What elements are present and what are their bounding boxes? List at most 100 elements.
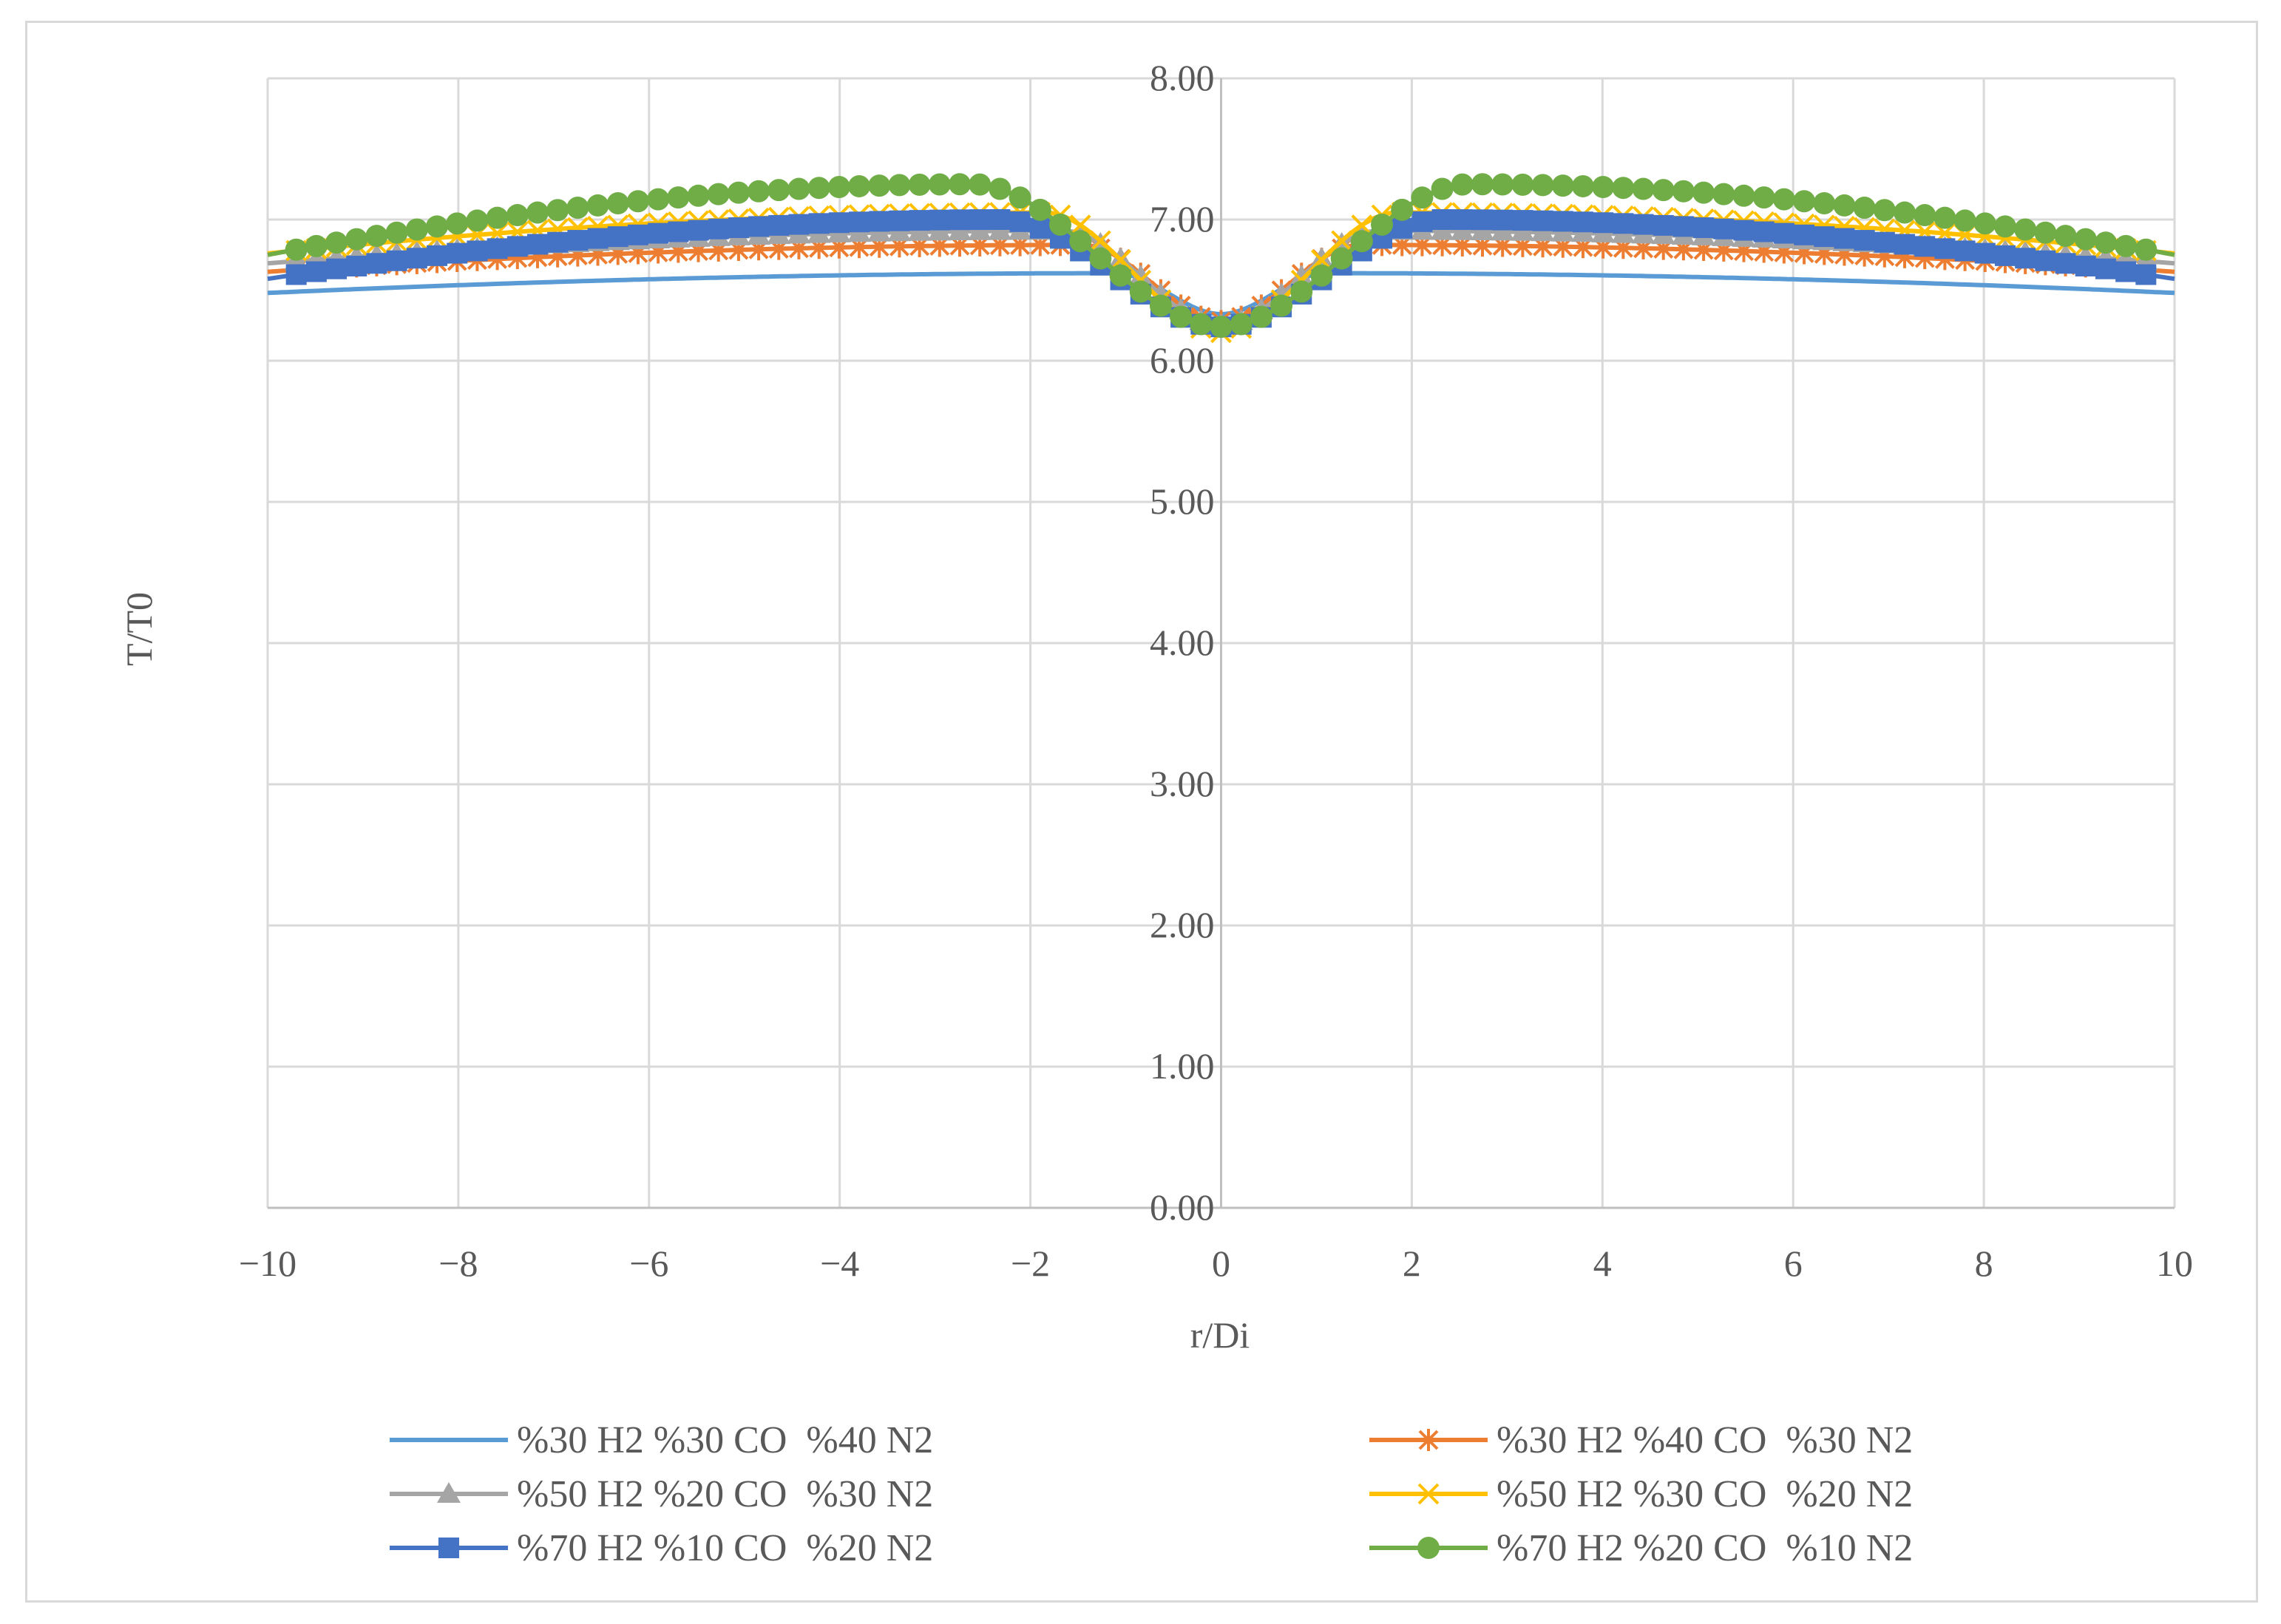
data-point (1953, 209, 1976, 232)
data-point (1592, 175, 1615, 198)
data-point (909, 210, 930, 231)
data-point (345, 228, 368, 251)
data-point (285, 264, 307, 285)
data-point (807, 177, 830, 200)
data-point (1773, 222, 1794, 244)
data-point (768, 214, 790, 236)
data-point (506, 204, 529, 227)
data-point (1491, 173, 1514, 196)
data-point (405, 218, 428, 241)
data-point (1693, 217, 1715, 238)
data-point (1934, 238, 1956, 259)
x-tick-label: −6 (629, 1243, 668, 1284)
data-point (1089, 247, 1112, 270)
data-point (1914, 236, 1936, 257)
data-point (1009, 186, 1031, 209)
data-point (1190, 313, 1213, 336)
data-point (1632, 177, 1655, 200)
data-point (1834, 228, 1855, 249)
data-point (687, 184, 710, 207)
data-point (868, 174, 891, 197)
data-point (827, 175, 850, 198)
data-point (385, 221, 408, 244)
y-tick-label: 7.00 (1150, 198, 1215, 239)
data-point (1874, 231, 1895, 253)
data-point (1028, 198, 1051, 221)
data-point (2115, 261, 2137, 282)
data-point (748, 216, 770, 237)
data-point (748, 180, 770, 203)
data-point (969, 173, 992, 196)
data-point (1311, 249, 1332, 271)
y-tick-label: 6.00 (1150, 339, 1215, 381)
data-point (989, 177, 1011, 200)
legend-label: %30 H2 %40 CO %30 N2 (1497, 1419, 1913, 1461)
data-point (667, 186, 690, 209)
data-point (305, 234, 328, 257)
data-point (1531, 174, 1554, 197)
data-point (446, 212, 469, 235)
data-point (305, 261, 327, 282)
data-point (427, 245, 448, 266)
data-point (1109, 264, 1132, 287)
legend-label: %50 H2 %30 CO %20 N2 (1497, 1473, 1913, 1515)
data-point (808, 213, 830, 234)
data-point (767, 179, 790, 202)
data-point (787, 177, 810, 200)
data-point (1250, 305, 1272, 328)
legend-item: %70 H2 %10 CO %20 N2 (390, 1527, 933, 1569)
x-tick-label: 4 (1593, 1243, 1612, 1284)
data-point (728, 217, 749, 238)
data-point (1289, 265, 1314, 286)
data-point (1793, 190, 1816, 213)
data-point (1029, 217, 1051, 239)
data-point (1330, 247, 1353, 270)
legend-marker (438, 1538, 459, 1558)
data-point (1089, 230, 1111, 252)
x-tick-label: −2 (1011, 1243, 1050, 1284)
data-point (1170, 305, 1193, 328)
data-point (929, 209, 950, 231)
data-point (2034, 221, 2057, 244)
data-point (386, 250, 407, 271)
data-point (1411, 211, 1433, 232)
data-point (1310, 264, 1333, 287)
data-point (1391, 198, 1414, 221)
data-point (1431, 209, 1453, 231)
series-6 (267, 173, 2175, 339)
data-point (1009, 211, 1031, 232)
legend-marker (1417, 1483, 1440, 1505)
x-tick-label: 6 (1784, 1243, 1803, 1284)
data-point (326, 258, 348, 279)
data-point (2054, 225, 2077, 248)
data-point (1914, 204, 1936, 227)
data-point (1593, 212, 1614, 234)
data-point (2095, 258, 2116, 279)
data-point (989, 209, 1011, 231)
legend-label: %50 H2 %20 CO %30 N2 (517, 1473, 933, 1515)
y-tick-label: 1.00 (1150, 1045, 1215, 1087)
data-point (1571, 174, 1594, 197)
x-tick-label: −8 (438, 1243, 478, 1284)
legend-item: %50 H2 %20 CO %30 N2 (390, 1473, 933, 1515)
data-point (1772, 188, 1795, 211)
data-point (1933, 206, 1956, 229)
data-point (2014, 218, 2037, 241)
data-point (828, 212, 850, 234)
y-tick-label: 2.00 (1150, 904, 1215, 945)
data-point (1149, 294, 1172, 317)
data-point (1392, 217, 1413, 239)
data-point (1833, 194, 1856, 217)
data-point (889, 210, 910, 231)
legend-label: %70 H2 %10 CO %20 N2 (517, 1527, 933, 1569)
data-point (285, 238, 308, 261)
data-point (325, 231, 348, 254)
data-point (1331, 230, 1353, 252)
data-point (466, 209, 489, 232)
data-point (1210, 316, 1233, 339)
y-tick-label: 5.00 (1150, 480, 1215, 522)
data-point (626, 190, 649, 213)
legend-marker (1417, 1537, 1440, 1559)
data-point (547, 231, 569, 253)
data-point (526, 201, 549, 224)
